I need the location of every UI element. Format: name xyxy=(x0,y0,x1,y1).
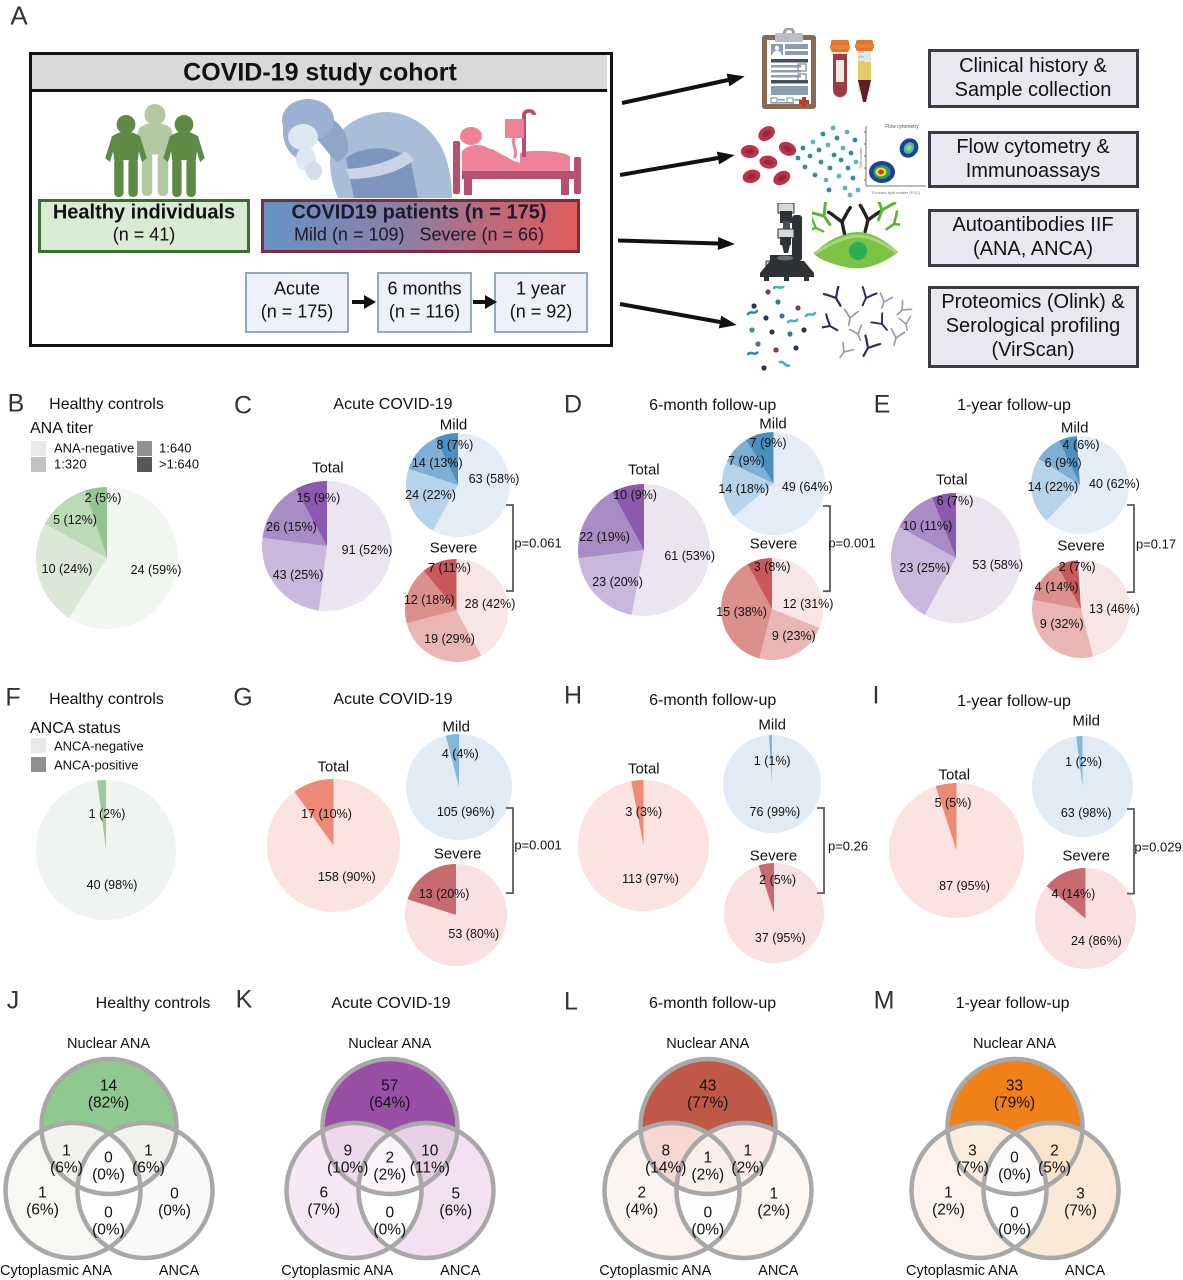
svg-text:Flow cytometry: Flow cytometry xyxy=(885,124,919,130)
svg-text:Side scatter: Side scatter xyxy=(858,147,863,169)
svg-text:Forward light scatter (FSC): Forward light scatter (FSC) xyxy=(872,190,921,195)
